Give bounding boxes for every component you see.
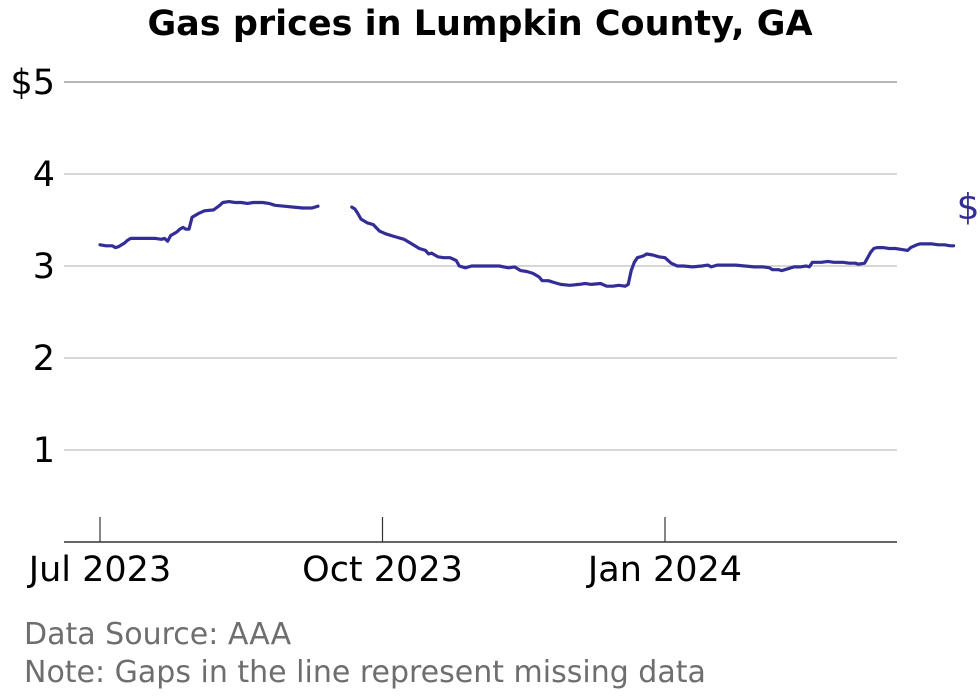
- x-tick-label-2: Jan 2024: [586, 550, 742, 590]
- x-tick-label-1: Oct 2023: [302, 550, 463, 590]
- chart-title: Gas prices in Lumpkin County, GA: [147, 4, 813, 44]
- series-line-segment-2: [350, 205, 956, 288]
- missing-data-note: Note: Gaps in the line represent missing…: [24, 655, 706, 690]
- end-annotation: $3.22: [957, 187, 980, 228]
- y-tick-label-3: 3: [33, 247, 55, 287]
- x-tick-label-0: Jul 2023: [27, 550, 171, 590]
- y-tick-labels: 1 2 3 4 $5: [10, 63, 55, 471]
- end-value-label: $3.22: [957, 187, 980, 228]
- y-tick-label-5: $5: [10, 63, 55, 103]
- y-tick-label-4: 4: [33, 155, 55, 195]
- x-axis: Jul 2023 Oct 2023 Jan 2024: [27, 517, 897, 590]
- y-tick-label-1: 1: [33, 431, 55, 471]
- series-line-segment-1: [98, 200, 320, 250]
- data-source-note: Data Source: AAA: [24, 617, 292, 652]
- price-series: [98, 200, 956, 288]
- y-tick-label-2: 2: [33, 339, 55, 379]
